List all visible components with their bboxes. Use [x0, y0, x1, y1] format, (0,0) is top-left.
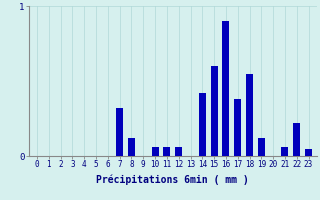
Bar	[234, 99, 241, 156]
X-axis label: Précipitations 6min ( mm ): Précipitations 6min ( mm )	[96, 175, 249, 185]
Bar	[163, 147, 171, 156]
Bar	[305, 148, 312, 156]
Bar	[152, 147, 159, 156]
Bar	[116, 108, 123, 156]
Bar	[281, 147, 288, 156]
Bar	[211, 66, 218, 156]
Bar	[258, 138, 265, 156]
Bar	[222, 21, 229, 156]
Bar	[175, 147, 182, 156]
Bar	[128, 138, 135, 156]
Bar	[293, 123, 300, 156]
Bar	[199, 93, 206, 156]
Bar	[246, 73, 253, 156]
